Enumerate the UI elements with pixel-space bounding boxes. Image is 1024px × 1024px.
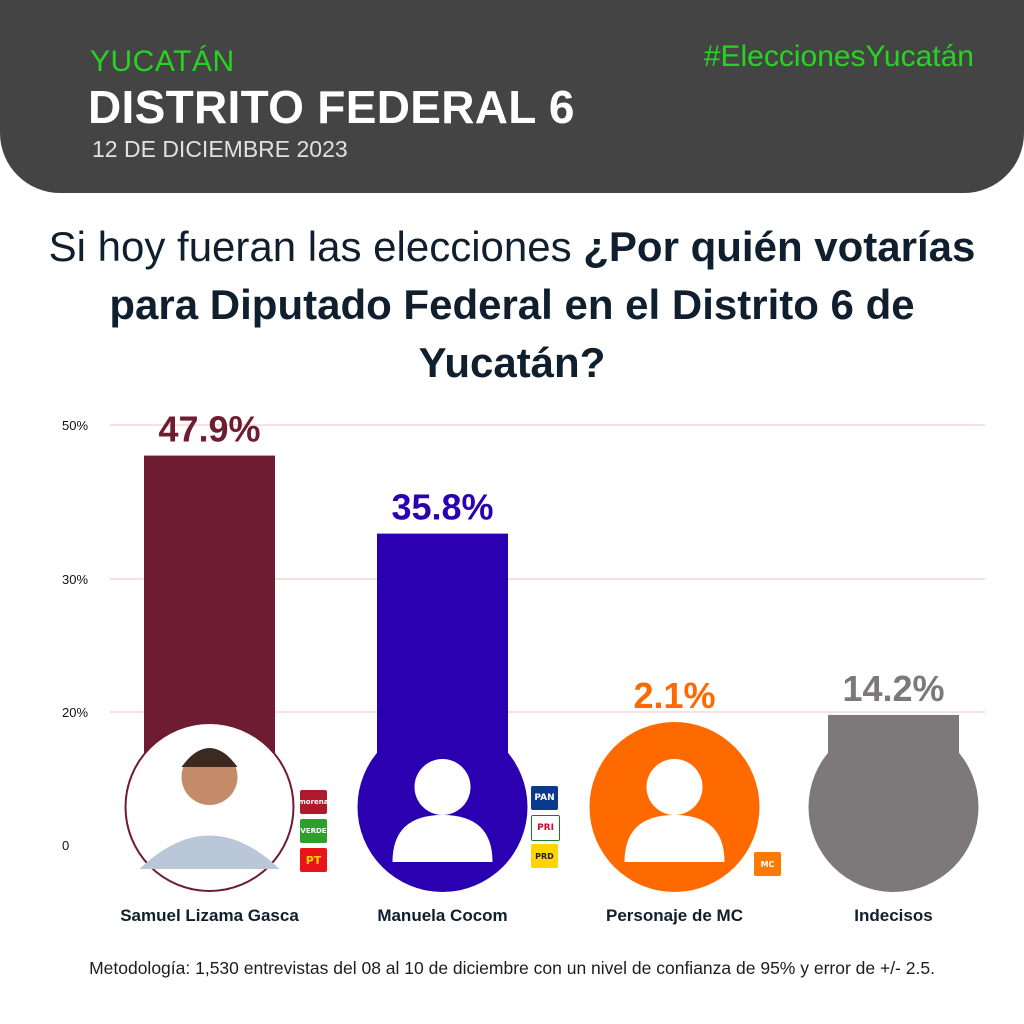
value-label: 14.2% [842, 668, 944, 709]
y-tick-label: 30% [62, 572, 88, 587]
question-part2: ¿Por quién votarías para Diputado Federa… [109, 223, 976, 386]
y-tick-label: 50% [62, 418, 88, 433]
question-part1: Si hoy fueran las elecciones [48, 223, 584, 270]
category-label: Personaje de MC [606, 906, 743, 925]
user-icon-body [624, 815, 725, 862]
date-label: 12 DE DICIEMBRE 2023 [92, 136, 348, 162]
hashtag-label: #EleccionesYucatán [703, 40, 974, 73]
value-label: 2.1% [633, 675, 715, 716]
category-label: Samuel Lizama Gasca [120, 906, 299, 925]
user-icon-body [392, 815, 493, 862]
question-title: Si hoy fueran las elecciones ¿Por quién … [40, 218, 984, 392]
user-icon-head [646, 759, 703, 815]
y-tick-label: 20% [62, 705, 88, 720]
y-tick-label: 0 [62, 838, 69, 853]
user-icon-head [414, 759, 471, 815]
district-title: DISTRITO FEDERAL 6 [88, 81, 575, 133]
bar-chart: 50% 30% 20% 0 47.9% Samuel Lizama Gasca 35.8% M… [62, 409, 985, 925]
category-label: Manuela Cocom [377, 906, 507, 925]
methodology-footnote: Metodología: 1,530 entrevistas del 08 al… [89, 958, 935, 978]
candidate-hair [181, 748, 238, 767]
candidate-circle [808, 722, 979, 892]
category-label: Indecisos [854, 906, 932, 925]
value-label: 47.9% [158, 409, 260, 450]
candidate-shirt [139, 835, 280, 869]
value-label: 35.8% [391, 487, 493, 528]
header-banner: YUCATÁN DISTRITO FEDERAL 6 12 DE DICIEMB… [0, 0, 1024, 193]
region-label: YUCATÁN [90, 45, 235, 78]
